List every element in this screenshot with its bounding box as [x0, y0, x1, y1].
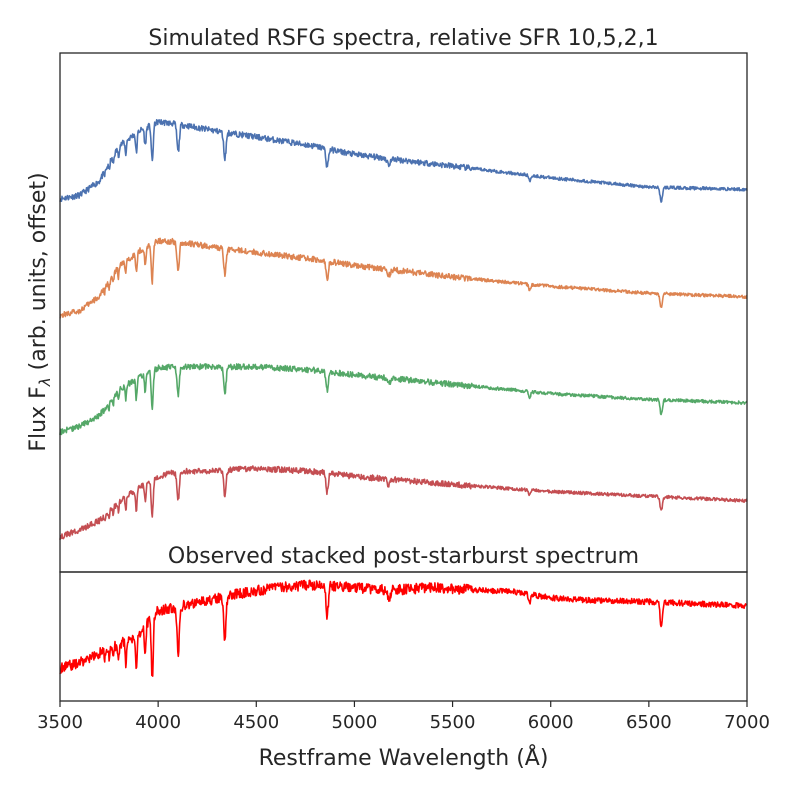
- y-axis-label-prefix: Flux F: [26, 386, 51, 451]
- bottom-panel-series: [59, 579, 748, 677]
- series-line-3: [59, 363, 748, 436]
- series-line-2: [59, 237, 748, 319]
- series-line-1: [59, 119, 748, 203]
- x-axis-ticks: 3500 4000 4500 5000 5500 6000 6500 7000: [37, 701, 770, 733]
- y-axis-label-suffix: (arb. units, offset): [26, 172, 51, 377]
- x-tick-label: 4000: [135, 712, 181, 733]
- top-panel-series: [59, 119, 748, 540]
- bottom-panel-frame: [59, 571, 748, 702]
- series-line-4: [59, 465, 748, 540]
- x-tick-label: 7000: [724, 712, 770, 733]
- x-tick-label: 4500: [233, 712, 279, 733]
- x-tick-label: 6500: [626, 712, 672, 733]
- y-axis-label: Flux Fλ (arb. units, offset): [26, 172, 54, 451]
- x-tick-label: 5000: [332, 712, 378, 733]
- y-axis-label-subscript: λ: [36, 377, 54, 387]
- x-tick-label: 5500: [430, 712, 476, 733]
- x-tick-label: 6000: [528, 712, 574, 733]
- x-axis-label: Restframe Wavelength (Å): [259, 744, 549, 771]
- bottom-panel-title: Observed stacked post-starburst spectrum: [168, 544, 639, 569]
- top-panel-title: Simulated RSFG spectra, relative SFR 10,…: [148, 26, 658, 51]
- x-tick-label: 3500: [37, 712, 83, 733]
- observed-series-line: [59, 579, 748, 677]
